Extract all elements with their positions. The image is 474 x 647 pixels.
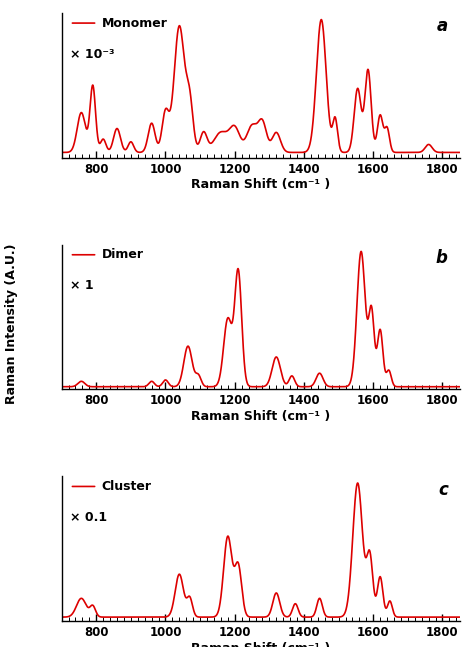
Text: c: c	[438, 481, 448, 499]
Text: × 1: × 1	[70, 280, 93, 292]
Text: × 0.1: × 0.1	[70, 511, 107, 524]
X-axis label: Raman Shift (cm⁻¹ ): Raman Shift (cm⁻¹ )	[191, 179, 330, 192]
Text: b: b	[436, 249, 448, 267]
X-axis label: Raman Shift (cm⁻¹ ): Raman Shift (cm⁻¹ )	[191, 642, 330, 647]
Text: Raman Intensity (A.U.): Raman Intensity (A.U.)	[5, 243, 18, 404]
Text: Dimer: Dimer	[101, 248, 144, 261]
Text: Monomer: Monomer	[101, 17, 167, 30]
X-axis label: Raman Shift (cm⁻¹ ): Raman Shift (cm⁻¹ )	[191, 410, 330, 423]
Text: × 10⁻³: × 10⁻³	[70, 48, 114, 61]
Text: Cluster: Cluster	[101, 480, 151, 493]
Text: a: a	[437, 17, 448, 36]
